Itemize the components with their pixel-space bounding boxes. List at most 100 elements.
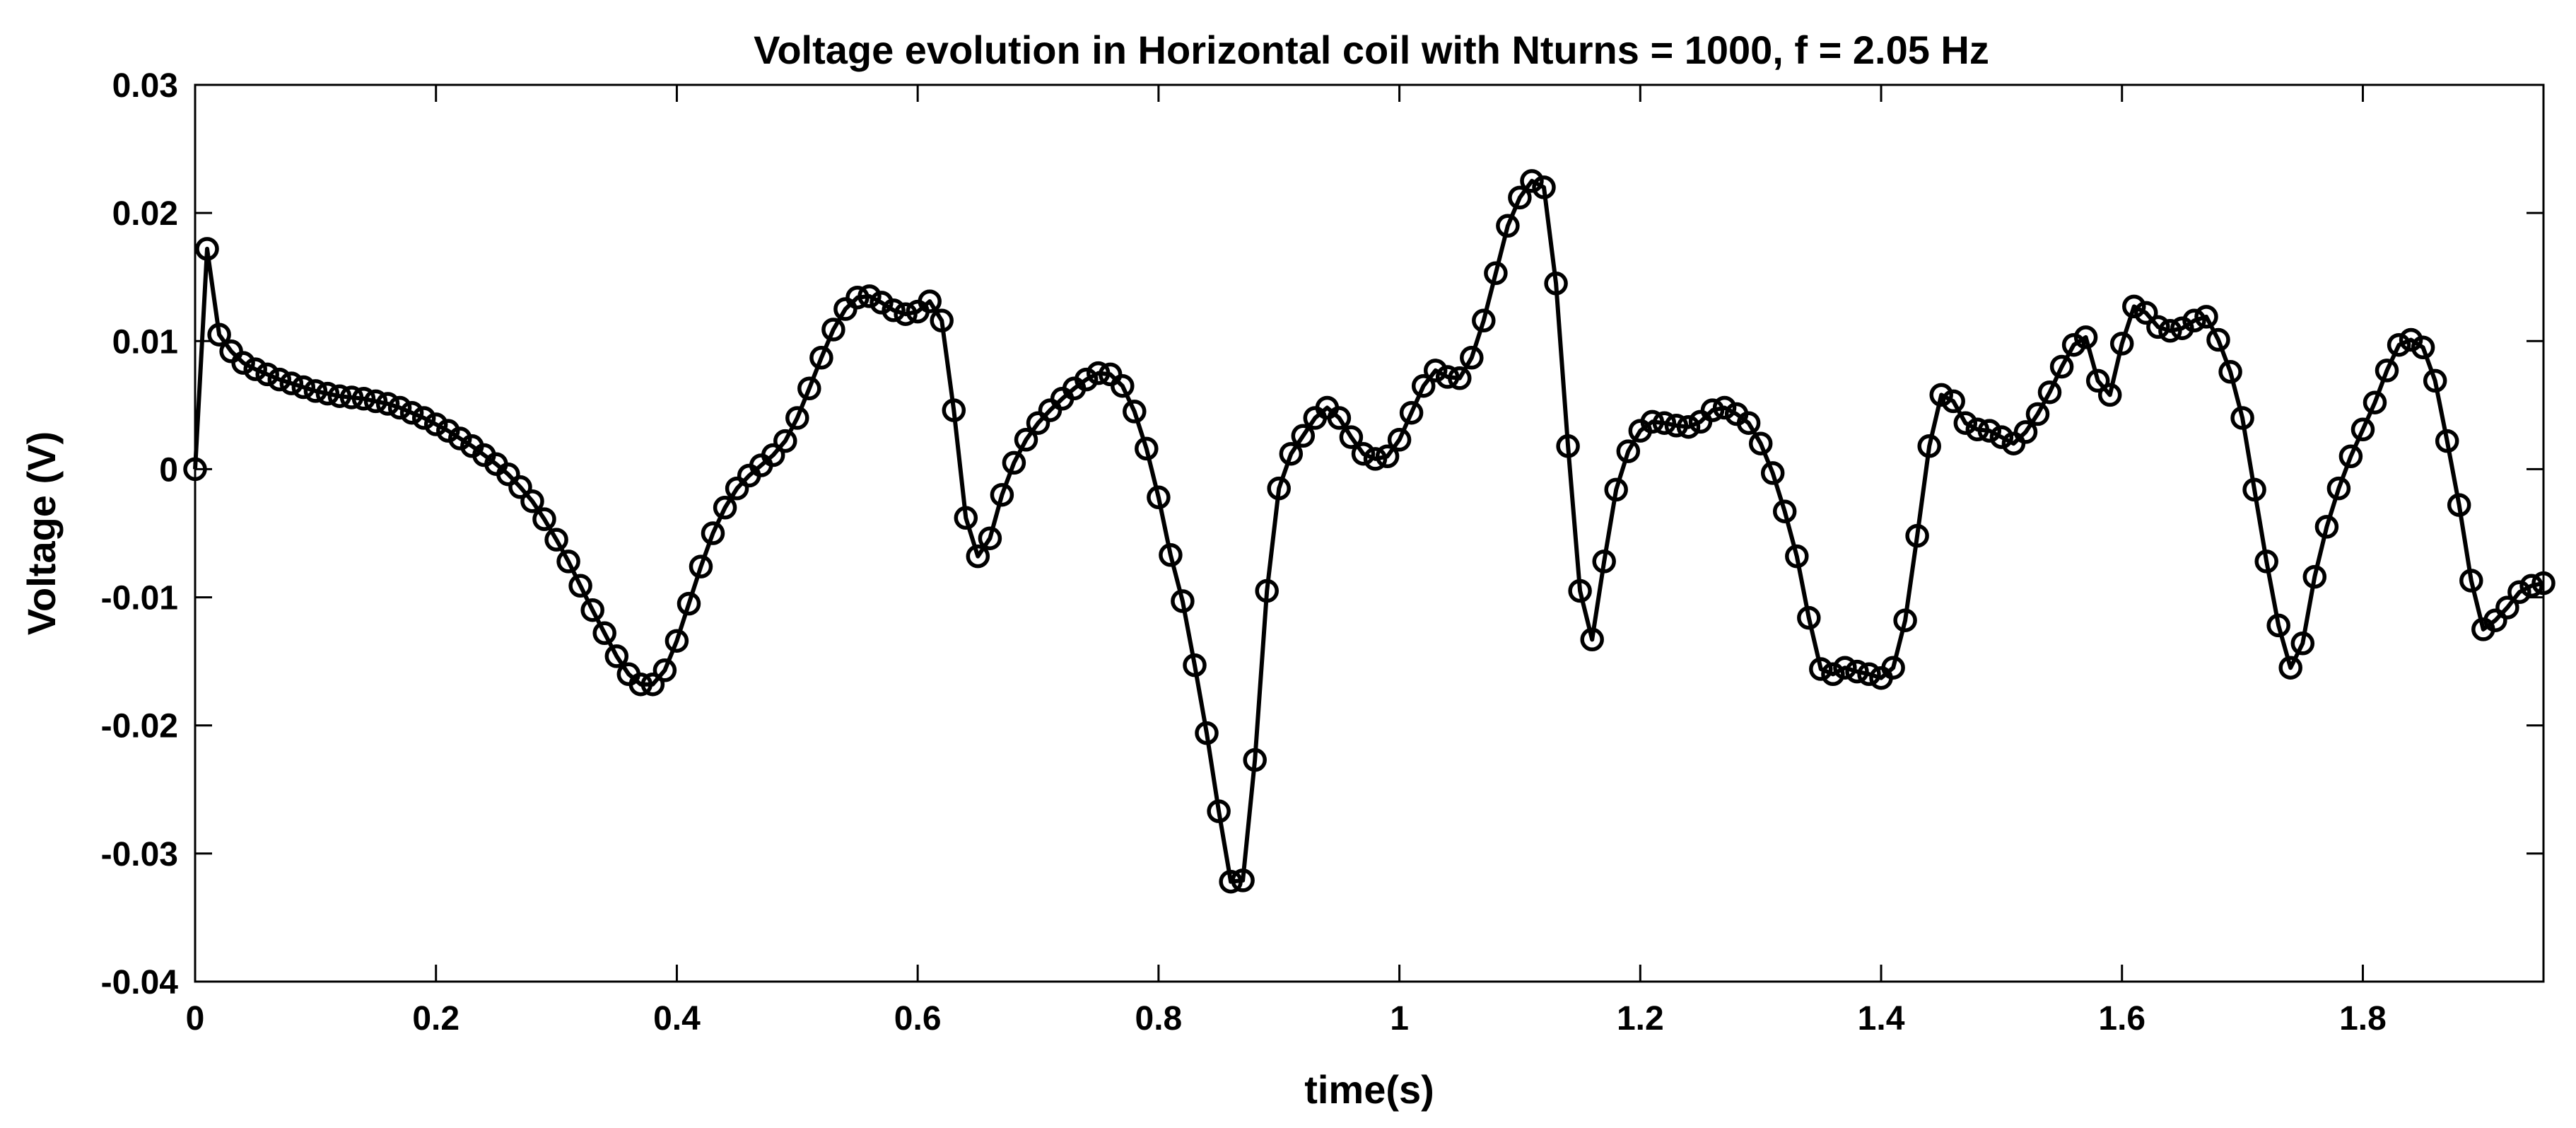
y-tick-label: -0.02	[101, 708, 178, 745]
data-point	[713, 496, 737, 520]
data-point	[2037, 380, 2062, 405]
data-point	[1255, 578, 1279, 603]
x-axis-tick-labels: 0 0.2 0.4 0.6 0.8 1 1.2 1.4 1.6 1.8	[186, 1000, 2387, 1037]
data-point	[966, 544, 990, 569]
plot-area	[194, 83, 2545, 983]
data-point	[857, 284, 882, 308]
data-point	[1086, 361, 1111, 385]
data-point	[809, 346, 833, 370]
y-tick-label: 0.01	[112, 323, 178, 361]
data-point	[1435, 365, 1460, 389]
data-point	[508, 475, 532, 499]
data-point	[1243, 748, 1267, 772]
data-point	[411, 406, 436, 430]
data-point	[231, 351, 255, 375]
data-point	[2182, 308, 2206, 333]
data-point	[2158, 319, 2182, 343]
data-point	[2109, 332, 2134, 356]
data-point	[1544, 272, 1568, 296]
data-point	[677, 591, 701, 616]
data-point	[2531, 571, 2555, 595]
data-point	[2519, 574, 2543, 598]
data-point	[1411, 373, 1436, 398]
data-point	[1700, 398, 1725, 422]
data-point	[1989, 425, 2014, 449]
data-point	[845, 285, 870, 310]
data-point	[1809, 657, 1833, 681]
data-point	[1965, 417, 1990, 442]
data-point	[2146, 315, 2170, 339]
data-point	[652, 658, 677, 682]
data-point	[1941, 389, 1965, 414]
data-point	[1580, 627, 1604, 652]
x-tick-label: 1.8	[2339, 1000, 2387, 1037]
data-point	[665, 629, 689, 653]
data-point	[351, 387, 376, 411]
data-point	[725, 476, 749, 501]
y-tick-label: -0.03	[101, 836, 178, 873]
data-point	[1604, 477, 1628, 502]
data-point	[2399, 327, 2423, 352]
data-point	[2435, 429, 2459, 453]
data-point	[1857, 662, 1881, 687]
x-axis-label: time(s)	[1304, 1067, 1434, 1112]
data-point	[1845, 659, 1869, 684]
data-point	[1568, 578, 1592, 603]
data-point	[544, 528, 568, 552]
x-tick-label: 1	[1390, 1000, 1409, 1037]
data-point	[785, 406, 809, 430]
x-tick-label: 0	[186, 1000, 205, 1037]
data-point	[2459, 569, 2483, 593]
data-point	[1532, 175, 1556, 199]
data-point	[1556, 434, 1580, 458]
series-line	[193, 178, 2544, 884]
data-point	[1267, 476, 1291, 501]
data-point	[2134, 301, 2158, 325]
data-point	[1387, 428, 1412, 452]
data-point	[2025, 402, 2050, 426]
data-point	[448, 426, 472, 450]
data-point	[1821, 662, 1845, 687]
data-point	[2254, 550, 2278, 574]
y-axis-label: Voltage (V)	[19, 431, 64, 635]
data-point	[2314, 515, 2339, 539]
data-point	[1760, 461, 1785, 485]
data-point	[2350, 417, 2375, 442]
axis-ticks	[194, 83, 2543, 983]
data-point	[1977, 419, 2002, 443]
data-point	[1460, 346, 1484, 370]
data-point	[423, 412, 448, 436]
data-point	[568, 574, 592, 598]
data-point	[1833, 656, 1857, 680]
data-point	[1508, 185, 1532, 210]
data-point	[496, 462, 520, 487]
data-point	[1797, 605, 1821, 630]
data-point	[1748, 431, 1773, 455]
y-tick-label: 0	[159, 451, 178, 489]
data-point	[183, 457, 207, 482]
x-tick-label: 0.2	[412, 1000, 459, 1037]
data-point	[640, 672, 665, 697]
data-point	[255, 362, 279, 387]
data-point	[2206, 327, 2230, 352]
data-point	[2302, 564, 2327, 589]
data-point	[1291, 424, 1316, 448]
data-point	[1375, 444, 1400, 469]
data-point	[1074, 367, 1099, 392]
data-point	[1423, 359, 1448, 383]
data-point	[1929, 383, 1953, 407]
data-point	[207, 322, 231, 347]
data-point	[797, 376, 821, 401]
data-point	[279, 371, 304, 395]
data-point	[2085, 368, 2110, 393]
data-point	[990, 482, 1014, 507]
data-point	[2507, 580, 2531, 605]
data-point	[2338, 444, 2363, 469]
y-tick-label: 0.03	[112, 67, 178, 105]
data-point	[1183, 653, 1207, 678]
data-point	[978, 526, 1002, 550]
data-point	[882, 298, 906, 322]
data-point	[1231, 868, 1255, 892]
data-point	[375, 392, 400, 416]
